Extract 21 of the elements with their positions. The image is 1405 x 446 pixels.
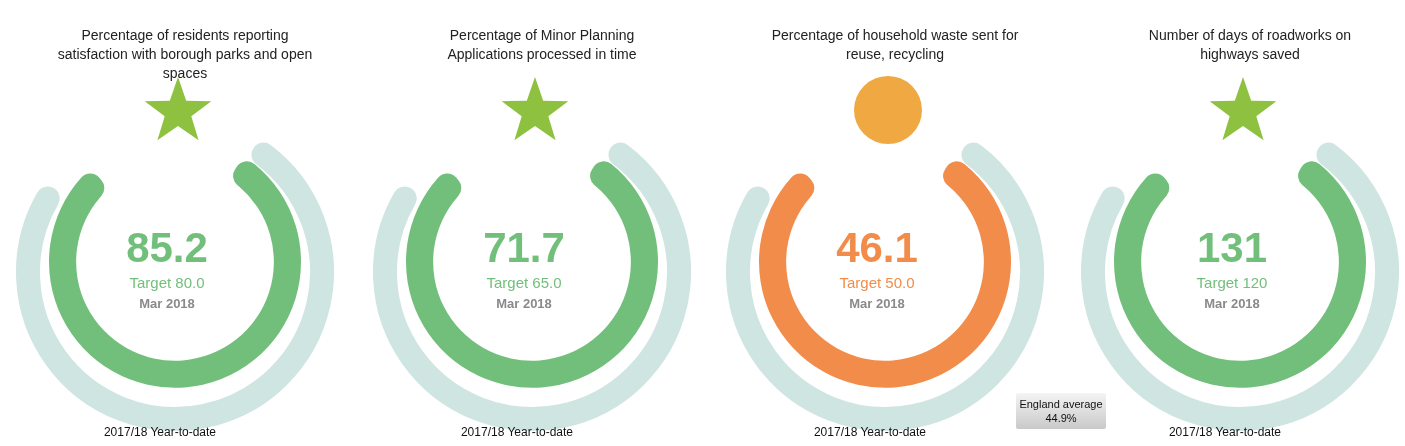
text: Mar 2018	[849, 296, 905, 311]
text: Percentage of household waste sent for reuse, recycling	[770, 26, 1020, 64]
text: Number of days of roadworks on highways saved	[1147, 26, 1353, 64]
text: Percentage of residents reporting satisfaction with borough parks and open spaces	[56, 26, 314, 83]
text: 2017/18 Year-to-date	[1167, 425, 1283, 439]
text: 2017/18 Year-to-date	[102, 425, 218, 439]
text: Mar 2018	[139, 296, 195, 311]
text: Percentage of Minor Planning Applications processed in time	[446, 26, 638, 64]
text: 2017/18 Year-to-date	[812, 425, 928, 439]
data-label: 71.7	[483, 224, 565, 271]
text: Mar 2018	[496, 296, 552, 311]
text: England average 44.9%	[1016, 393, 1106, 429]
data-label: 46.1	[836, 224, 918, 271]
text: Target 80.0	[129, 274, 205, 291]
text: Mar 2018	[1204, 296, 1260, 311]
data-label: 131	[1196, 224, 1268, 271]
text: Target 50.0	[839, 274, 915, 291]
text: 2017/18 Year-to-date	[459, 425, 575, 439]
data-label: 85.2	[126, 224, 208, 271]
text: Target 120	[1196, 274, 1268, 291]
text: Target 65.0	[486, 274, 562, 291]
